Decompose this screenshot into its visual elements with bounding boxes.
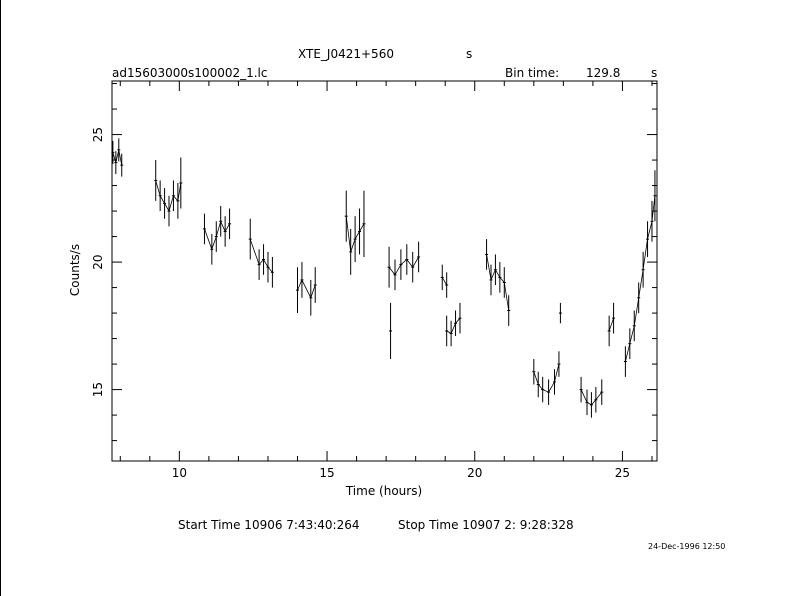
data-segment — [387, 241, 421, 291]
segment-trace — [533, 364, 560, 393]
y-tick-label: 25 — [91, 127, 105, 142]
bin-time-label: Bin time: — [505, 66, 560, 80]
data-segment — [532, 351, 561, 405]
data-segment — [445, 302, 462, 347]
bin-time-value: 129.8 — [586, 66, 621, 80]
x-tick-label: 10 — [172, 466, 187, 480]
data-segment — [111, 138, 124, 177]
segment-trace — [446, 317, 461, 335]
data-segment — [607, 302, 616, 347]
start-time: Start Time 10906 7:43:40:264 — [178, 518, 360, 532]
x-axis-label: Time (hours) — [345, 484, 422, 498]
segment-trace — [297, 278, 316, 299]
segment-trace — [441, 277, 448, 286]
file-name: ad15603000s100002_1.lc — [112, 66, 268, 80]
data-segment — [579, 376, 604, 418]
segment-trace — [388, 256, 419, 276]
plot-frame — [111, 80, 658, 462]
x-tick-label: 15 — [319, 466, 334, 480]
source-unit: s — [466, 47, 473, 61]
data-segment — [344, 190, 366, 275]
segment-trace — [608, 318, 614, 332]
y-axis-label: Counts/s — [68, 244, 82, 296]
data-segment — [623, 170, 657, 377]
data-segment — [389, 302, 393, 359]
source-name: XTE_J0421+560 — [298, 47, 394, 61]
x-tick-label: 25 — [615, 466, 630, 480]
window-edge — [0, 0, 1, 596]
x-tick-label: 20 — [467, 466, 482, 480]
data-segment — [485, 239, 511, 326]
data-segment — [248, 218, 274, 288]
stop-time: Stop Time 10907 2: 9:28:328 — [398, 518, 574, 532]
data-segment — [202, 205, 232, 265]
data-segment — [296, 262, 317, 316]
data-segment — [154, 157, 183, 227]
y-tick-label: 20 — [91, 254, 105, 269]
segment-trace — [486, 254, 510, 311]
bin-time-unit: s — [651, 66, 658, 80]
plot-timestamp: 24-Dec-1996 12:50 — [648, 542, 726, 551]
segment-trace — [204, 220, 230, 251]
y-tick-label: 15 — [91, 382, 105, 397]
data-segment — [558, 302, 562, 324]
data-segment — [440, 264, 449, 298]
segment-trace — [625, 195, 656, 362]
segment-trace — [112, 149, 123, 166]
